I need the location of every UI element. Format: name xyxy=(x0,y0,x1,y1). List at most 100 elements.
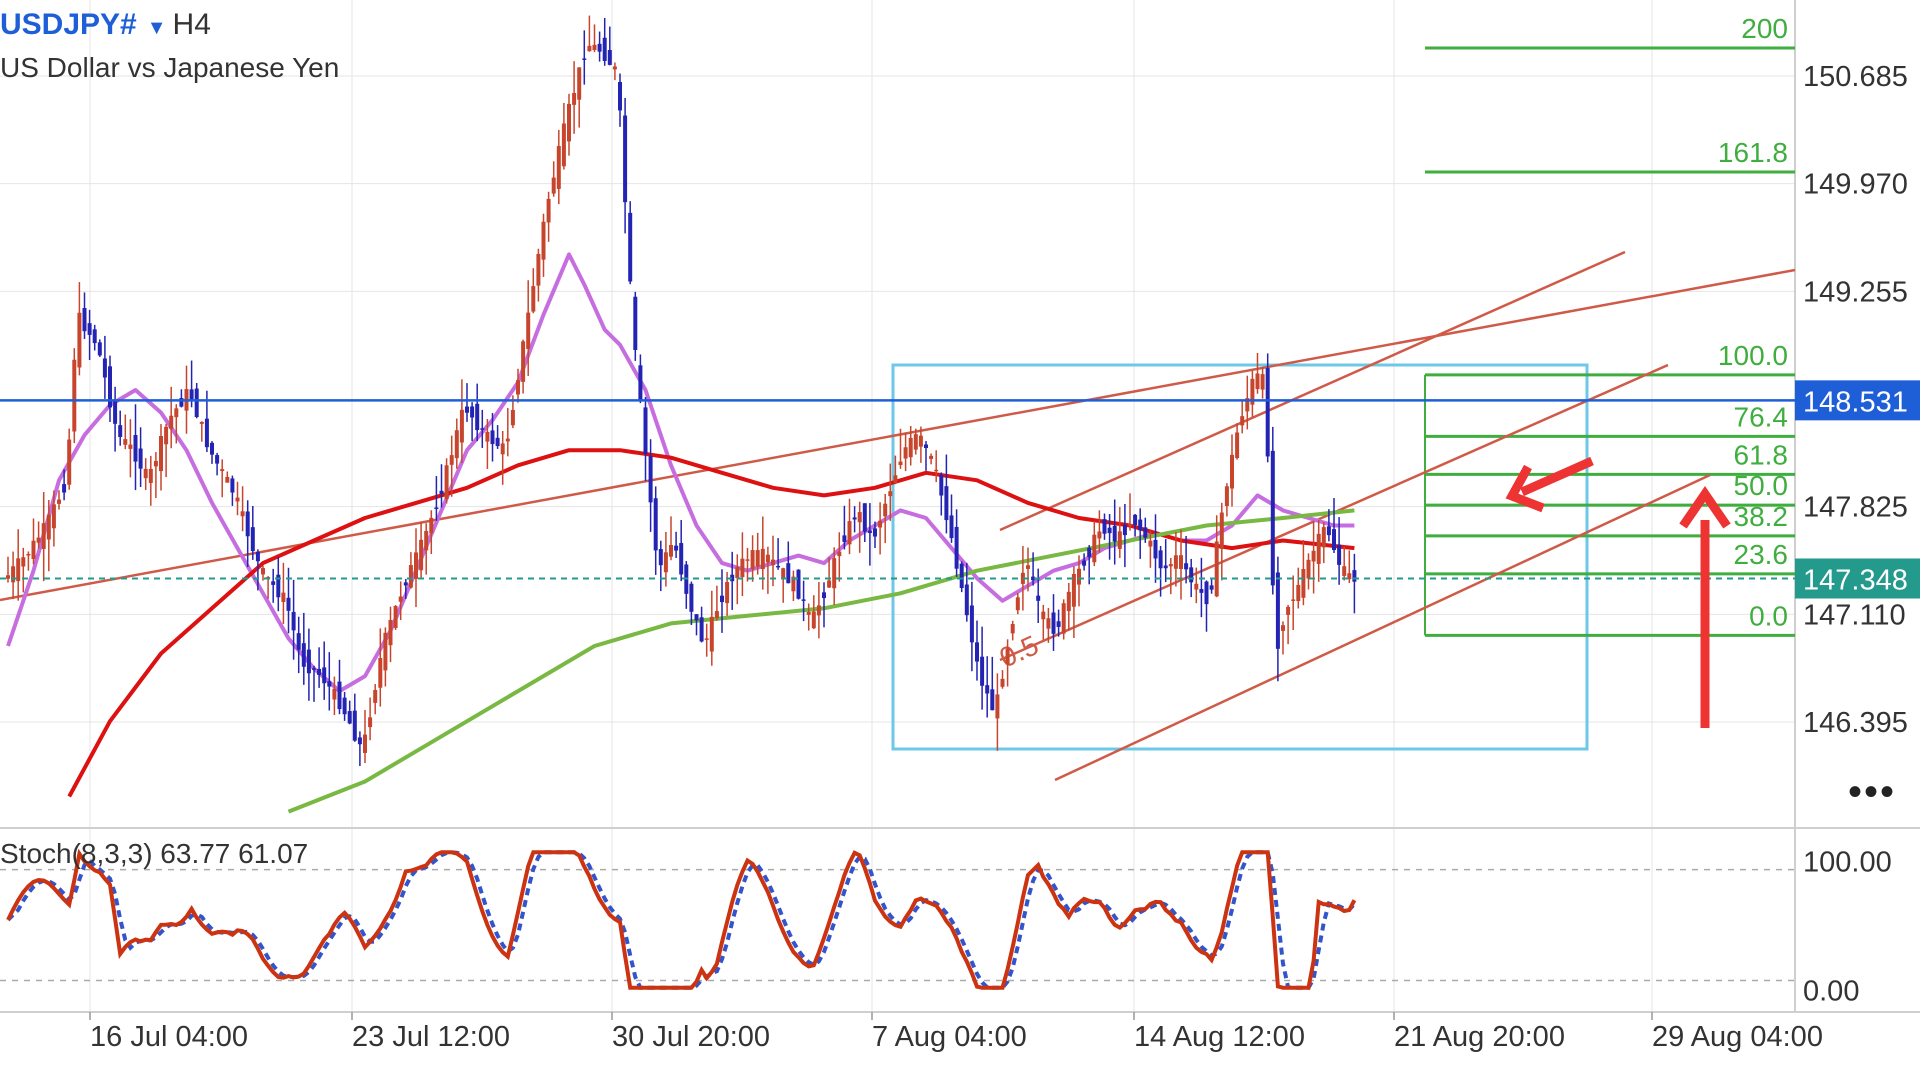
bear-candle xyxy=(1275,572,1280,649)
bull-candle xyxy=(878,520,883,528)
bear-candle xyxy=(1122,525,1127,536)
timeframe-label[interactable]: H4 xyxy=(172,8,211,41)
fib-level-label: 200 xyxy=(1741,13,1788,44)
price-line-value: 147.348 xyxy=(1803,564,1908,596)
bear-candle xyxy=(255,551,260,562)
triangle-down-icon[interactable]: ▼ xyxy=(146,17,167,39)
candles xyxy=(6,15,1357,766)
bull-candle xyxy=(51,504,56,529)
bull-candle xyxy=(561,123,566,167)
bear-candle xyxy=(689,583,694,612)
bull-candle xyxy=(261,568,265,575)
bull-candle xyxy=(1291,599,1296,601)
time-tick-label: 29 Aug 04:00 xyxy=(1652,1021,1823,1053)
stoch-k-line xyxy=(6,848,1357,990)
symbol-description: US Dollar vs Japanese Yen xyxy=(0,52,340,83)
bear-candle xyxy=(403,582,408,586)
bear-candle xyxy=(312,668,316,670)
bear-candle xyxy=(82,308,87,332)
bull-candle xyxy=(541,221,546,260)
bear-candle xyxy=(1112,525,1117,542)
fib-level-label: 38.2 xyxy=(1734,501,1789,532)
stochastic-label: Stoch(8,3,3) 63.77 61.07 xyxy=(0,838,309,869)
bear-candle xyxy=(801,599,806,601)
bull-candle xyxy=(918,435,923,447)
stoch-d-line xyxy=(6,850,1356,990)
bull-candle xyxy=(1296,584,1301,602)
bear-candle xyxy=(975,642,979,662)
time-tick-label: 14 Aug 12:00 xyxy=(1134,1021,1305,1053)
bull-candle xyxy=(77,312,82,368)
bull-candle xyxy=(1179,555,1183,569)
bull-candle xyxy=(1061,603,1066,634)
grid xyxy=(0,0,1920,1013)
bull-candle xyxy=(505,438,510,442)
bull-candle xyxy=(1092,534,1097,563)
bull-candle xyxy=(1301,569,1306,598)
bull-candle xyxy=(908,437,913,458)
bull-candle xyxy=(1097,531,1102,539)
bear-candle xyxy=(1189,567,1194,583)
left-arrow-shaft xyxy=(1520,456,1594,497)
bull-candle xyxy=(1128,524,1132,526)
more-options-icon[interactable]: ••• xyxy=(1848,770,1897,814)
bear-candle xyxy=(924,444,928,449)
symbol-label[interactable]: USDJPY# xyxy=(0,8,137,41)
bull-candle xyxy=(500,443,505,455)
bull-candle xyxy=(21,557,26,567)
left-arrow-head xyxy=(1505,464,1545,513)
bull-candle xyxy=(16,558,21,582)
bear-candle xyxy=(633,296,638,351)
bull-candle xyxy=(169,415,174,429)
bear-candle xyxy=(638,365,643,400)
bull-candle xyxy=(832,558,837,589)
bear-candle xyxy=(495,437,500,447)
channel-line xyxy=(1054,473,1711,782)
price-tick-label: 147.825 xyxy=(1803,492,1908,524)
bear-candle xyxy=(204,418,209,448)
fib-level-label: 100.0 xyxy=(1718,340,1788,371)
bull-candle xyxy=(521,341,526,382)
bull-candle xyxy=(1306,559,1311,579)
bear-candle xyxy=(1031,576,1036,581)
bear-candle xyxy=(862,503,867,532)
bull-candle xyxy=(408,565,413,588)
bull-candle xyxy=(220,469,225,472)
bull-candle xyxy=(383,632,388,671)
bull-candle xyxy=(913,434,918,450)
chart-header[interactable]: USDJPY# ▼ H4 xyxy=(0,8,211,42)
bull-candle xyxy=(174,408,179,418)
bull-candle xyxy=(755,550,760,567)
bull-candle xyxy=(827,580,832,588)
bear-candle xyxy=(1265,368,1270,457)
fib-level-label: 23.6 xyxy=(1734,539,1789,570)
bull-candle xyxy=(1347,573,1352,580)
price-tick-label: 149.970 xyxy=(1803,169,1908,201)
bull-candle xyxy=(46,514,51,540)
bear-candle xyxy=(969,605,974,643)
bull-candle xyxy=(368,717,373,728)
bull-candle xyxy=(572,92,577,105)
bull-candle xyxy=(159,435,163,472)
price-tick-label: 147.110 xyxy=(1803,599,1906,631)
price-tick-label: 146.395 xyxy=(1803,707,1908,739)
bear-candle xyxy=(618,81,622,111)
bull-candle xyxy=(1026,565,1030,569)
bull-candle xyxy=(26,553,31,556)
bear-candle xyxy=(1199,589,1204,593)
bear-candle xyxy=(648,456,653,503)
bear-candle xyxy=(623,115,628,203)
fib-level-label: 0.0 xyxy=(1749,600,1788,631)
bull-candle xyxy=(1046,618,1051,629)
bear-candle xyxy=(1209,585,1214,590)
bull-candle xyxy=(1015,597,1020,611)
bear-candle xyxy=(842,535,847,542)
bull-candle xyxy=(164,426,169,445)
bear-candle xyxy=(653,498,658,551)
bear-candle xyxy=(465,406,469,413)
axes: 150.685 149.970 149.255 147.825 147.110 146.3… xyxy=(89,61,1908,1053)
bear-candle xyxy=(337,681,342,710)
bear-candle xyxy=(1102,519,1107,534)
